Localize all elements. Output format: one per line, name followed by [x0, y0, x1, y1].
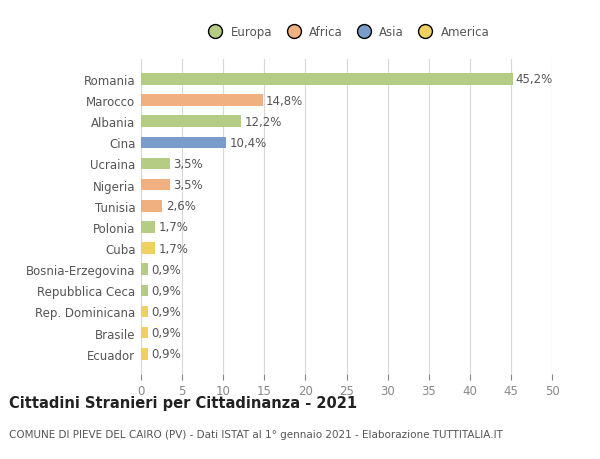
- Bar: [141, 285, 148, 297]
- Text: 45,2%: 45,2%: [516, 73, 553, 86]
- Text: 3,5%: 3,5%: [173, 179, 203, 192]
- Text: COMUNE DI PIEVE DEL CAIRO (PV) - Dati ISTAT al 1° gennaio 2021 - Elaborazione TU: COMUNE DI PIEVE DEL CAIRO (PV) - Dati IS…: [9, 429, 503, 439]
- Text: 1,7%: 1,7%: [158, 221, 188, 234]
- Text: 2,6%: 2,6%: [166, 200, 196, 213]
- Bar: [141, 179, 170, 191]
- Text: 0,9%: 0,9%: [152, 284, 181, 297]
- Text: 0,9%: 0,9%: [152, 347, 181, 360]
- Bar: [141, 306, 148, 318]
- Text: Cittadini Stranieri per Cittadinanza - 2021: Cittadini Stranieri per Cittadinanza - 2…: [9, 395, 357, 410]
- Bar: [141, 158, 170, 170]
- Bar: [141, 137, 226, 149]
- Text: 10,4%: 10,4%: [230, 137, 267, 150]
- Bar: [141, 348, 148, 360]
- Bar: [141, 222, 155, 233]
- Bar: [141, 264, 148, 275]
- Bar: [141, 243, 155, 254]
- Bar: [141, 74, 512, 85]
- Text: 0,9%: 0,9%: [152, 326, 181, 339]
- Text: 0,9%: 0,9%: [152, 305, 181, 318]
- Text: 0,9%: 0,9%: [152, 263, 181, 276]
- Legend: Europa, Africa, Asia, America: Europa, Africa, Asia, America: [199, 22, 494, 44]
- Text: 14,8%: 14,8%: [266, 95, 303, 107]
- Bar: [141, 327, 148, 339]
- Bar: [141, 201, 163, 212]
- Bar: [141, 95, 263, 106]
- Bar: [141, 116, 241, 128]
- Text: 3,5%: 3,5%: [173, 157, 203, 171]
- Text: 12,2%: 12,2%: [245, 116, 282, 129]
- Text: 1,7%: 1,7%: [158, 242, 188, 255]
